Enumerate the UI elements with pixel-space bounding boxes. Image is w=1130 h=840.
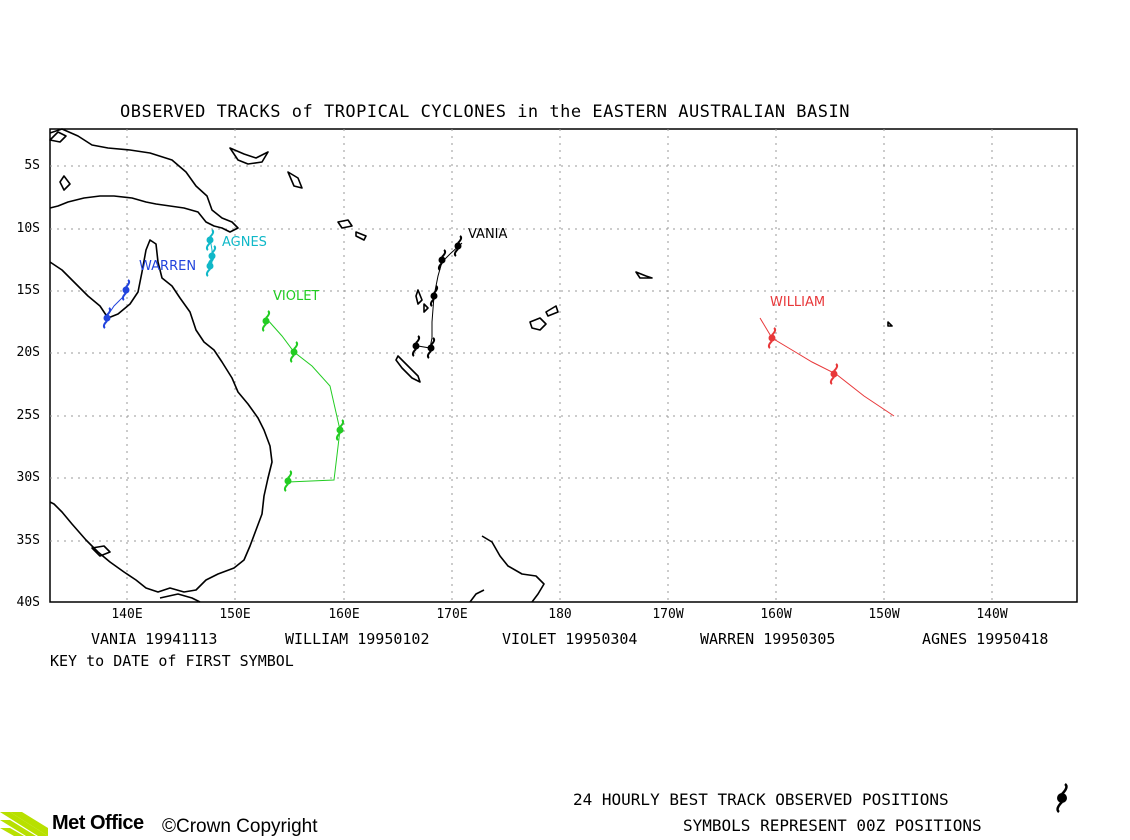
solomon-islands bbox=[337, 219, 367, 241]
violet-symbol bbox=[289, 341, 299, 363]
violet-symbol bbox=[335, 419, 345, 441]
warren-symbol bbox=[102, 307, 112, 329]
lon-label: 140W bbox=[976, 607, 1008, 622]
warren-symbol bbox=[121, 279, 131, 301]
lat-label: 5S bbox=[24, 158, 40, 173]
lon-label: 170E bbox=[436, 607, 468, 622]
lon-label: 160W bbox=[760, 607, 792, 622]
lat-label: 20S bbox=[16, 345, 40, 360]
australia-coast bbox=[49, 239, 273, 593]
new-britain-coast bbox=[229, 147, 269, 165]
vania-symbol bbox=[429, 285, 439, 307]
lon-label: 170W bbox=[652, 607, 684, 622]
william-symbol bbox=[767, 327, 777, 349]
key-entry-agnes: AGNES 19950418 bbox=[922, 630, 1049, 648]
storm-label-agnes: AGNES bbox=[222, 235, 267, 250]
key-entry-william: WILLIAM 19950102 bbox=[285, 630, 430, 648]
william-symbol bbox=[829, 363, 839, 385]
coastlines bbox=[49, 128, 893, 603]
lat-label: 25S bbox=[16, 408, 40, 423]
violet-track bbox=[265, 317, 341, 483]
met-office-logo-icon bbox=[0, 812, 48, 836]
fiji-islands bbox=[529, 305, 559, 331]
copyright-text: ©Crown Copyright bbox=[162, 816, 318, 837]
gridlines bbox=[50, 129, 1077, 602]
storm-label-warren: WARREN bbox=[139, 259, 197, 274]
footer-line-2: SYMBOLS REPRESENT 00Z POSITIONS bbox=[683, 816, 982, 835]
key-entry-vania: VANIA 19941113 bbox=[91, 630, 218, 648]
vania-symbol bbox=[437, 249, 447, 271]
storm-label-william: WILLIAM bbox=[770, 295, 826, 310]
lat-label: 15S bbox=[16, 283, 40, 298]
key-entry-violet: VIOLET 19950304 bbox=[502, 630, 638, 648]
william-track bbox=[759, 317, 895, 417]
violet-symbol bbox=[261, 310, 271, 332]
lat-label: 35S bbox=[16, 533, 40, 548]
met-office-logo-text: Met Office bbox=[52, 812, 144, 834]
vania-symbol bbox=[453, 235, 463, 257]
vania-symbol bbox=[411, 335, 421, 357]
agnes-symbol bbox=[205, 255, 215, 277]
new-zealand-coast bbox=[481, 535, 545, 603]
footer-line-1: 24 HOURLY BEST TRACK OBSERVED POSITIONS bbox=[573, 790, 949, 809]
tasmania-coast bbox=[159, 593, 201, 603]
lon-label: 150W bbox=[868, 607, 900, 622]
cyclone-symbols bbox=[102, 229, 839, 492]
new-caledonia bbox=[395, 355, 421, 383]
map-frame bbox=[49, 128, 1078, 603]
lat-label: 30S bbox=[16, 470, 40, 485]
lon-label: 140E bbox=[111, 607, 143, 622]
agnes-symbol bbox=[205, 229, 215, 251]
storm-label-vania: VANIA bbox=[468, 227, 508, 242]
map-title: OBSERVED TRACKS of TROPICAL CYCLONES in … bbox=[120, 102, 850, 122]
cyclone-legend-icon bbox=[1056, 783, 1068, 813]
violet-symbol bbox=[283, 470, 293, 492]
key-entry-warren: WARREN 19950305 bbox=[700, 630, 836, 648]
lon-label: 180 bbox=[548, 607, 572, 622]
new-guinea-coast bbox=[49, 128, 239, 233]
key-caption: KEY to DATE of FIRST SYMBOL bbox=[50, 652, 294, 670]
vania-symbol bbox=[426, 337, 436, 359]
lon-label: 160E bbox=[328, 607, 360, 622]
lat-label: 40S bbox=[16, 595, 40, 610]
lat-label: 10S bbox=[16, 221, 40, 236]
lon-label: 150E bbox=[219, 607, 251, 622]
storm-label-violet: VIOLET bbox=[273, 289, 320, 304]
